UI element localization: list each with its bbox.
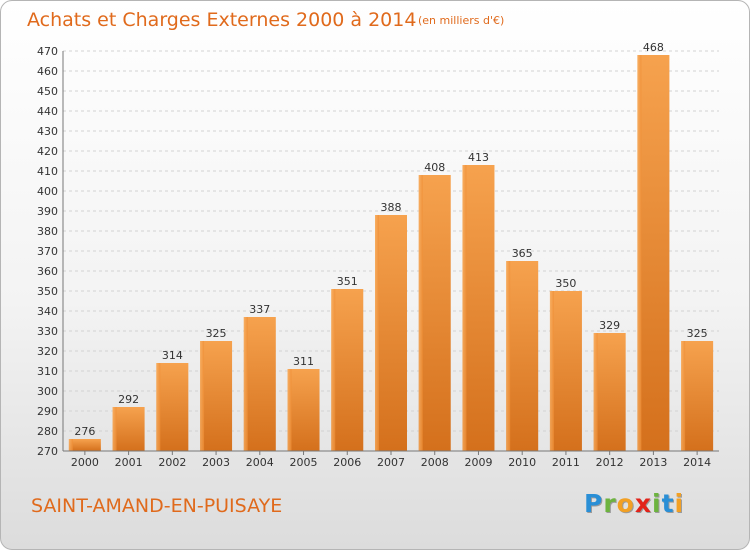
x-tick-label: 2005 bbox=[290, 456, 318, 469]
bar-2008 bbox=[418, 175, 451, 451]
bar-highlight bbox=[287, 369, 292, 451]
logo-letter: o bbox=[616, 489, 635, 518]
x-tick-label: 2004 bbox=[246, 456, 274, 469]
x-tick-label: 2008 bbox=[421, 456, 449, 469]
logo-letter: r bbox=[603, 489, 617, 518]
y-tick-label: 450 bbox=[37, 85, 58, 98]
bar-2011 bbox=[549, 291, 582, 451]
x-tick-label: 2013 bbox=[639, 456, 667, 469]
bar-2007 bbox=[375, 215, 407, 451]
value-label: 329 bbox=[599, 319, 620, 332]
logo-letter: P bbox=[584, 489, 604, 518]
value-label: 311 bbox=[293, 355, 314, 368]
bar-2009 bbox=[462, 165, 495, 451]
x-tick-label: 2002 bbox=[158, 456, 186, 469]
x-tick-label: 2014 bbox=[683, 456, 711, 469]
bar-2000 bbox=[68, 439, 101, 451]
value-label: 350 bbox=[555, 277, 576, 290]
axis-layer: 270 280 290 300 310 320 330 340 350 360 370 380 390 4… bbox=[37, 45, 719, 469]
chart-subtitle: (en milliers d'€) bbox=[418, 14, 505, 27]
x-tick-label: 2001 bbox=[115, 456, 143, 469]
y-tick-label: 290 bbox=[37, 405, 58, 418]
value-label: 337 bbox=[249, 303, 270, 316]
y-tick-label: 300 bbox=[37, 385, 58, 398]
y-tick-label: 330 bbox=[37, 325, 58, 338]
y-tick-label: 380 bbox=[37, 225, 58, 238]
x-tick-label: 2000 bbox=[71, 456, 99, 469]
bar-highlight bbox=[331, 289, 336, 451]
y-tick-label: 370 bbox=[37, 245, 58, 258]
bar-highlight bbox=[549, 291, 554, 451]
y-tick-label: 460 bbox=[37, 65, 58, 78]
bar-2002 bbox=[156, 363, 189, 451]
y-tick-label: 350 bbox=[37, 285, 58, 298]
proxiti-logo: Proxiti bbox=[584, 489, 684, 518]
y-tick-label: 470 bbox=[37, 45, 58, 58]
y-tick-label: 410 bbox=[37, 165, 58, 178]
bar-highlight bbox=[375, 215, 379, 451]
bar-2005 bbox=[287, 369, 320, 451]
value-label: 351 bbox=[337, 275, 358, 288]
bar-2003 bbox=[200, 341, 233, 451]
y-tick-label: 440 bbox=[37, 105, 58, 118]
x-tick-label: 2007 bbox=[377, 456, 405, 469]
x-tick-label: 2003 bbox=[202, 456, 230, 469]
value-label: 365 bbox=[512, 247, 533, 260]
value-label: 413 bbox=[468, 151, 489, 164]
bars-layer: 276 292 314 325 337 311 351 388 408 413 365 350 329 4… bbox=[68, 41, 714, 451]
value-label: 408 bbox=[424, 161, 445, 174]
y-tick-label: 280 bbox=[37, 425, 58, 438]
logo-letter: i bbox=[674, 489, 685, 518]
logo-letter: i bbox=[652, 489, 662, 518]
bar-highlight bbox=[637, 55, 642, 451]
bar-highlight bbox=[593, 333, 598, 451]
bar-2001 bbox=[112, 407, 145, 451]
y-tick-label: 420 bbox=[37, 145, 58, 158]
value-label: 292 bbox=[118, 393, 139, 406]
logo-letter: t bbox=[661, 489, 675, 518]
value-label: 325 bbox=[687, 327, 708, 340]
value-label: 276 bbox=[74, 425, 95, 438]
x-tick-label: 2006 bbox=[333, 456, 361, 469]
bar-2010 bbox=[506, 261, 539, 451]
x-tick-label: 2010 bbox=[508, 456, 536, 469]
y-tick-label: 430 bbox=[37, 125, 58, 138]
bar-2014 bbox=[681, 341, 714, 451]
bar-2013 bbox=[637, 55, 670, 451]
bar-2012 bbox=[593, 333, 626, 451]
bar-2004 bbox=[243, 317, 276, 451]
commune-name: SAINT-AMAND-EN-PUISAYE bbox=[31, 495, 283, 517]
y-tick-label: 320 bbox=[37, 345, 58, 358]
bar-highlight bbox=[68, 439, 73, 451]
y-tick-label: 270 bbox=[37, 445, 58, 458]
bar-highlight bbox=[462, 165, 467, 451]
bar-highlight bbox=[506, 261, 511, 451]
value-label: 468 bbox=[643, 41, 664, 54]
y-tick-label: 310 bbox=[37, 365, 58, 378]
y-tick-label: 340 bbox=[37, 305, 58, 318]
y-tick-label: 390 bbox=[37, 205, 58, 218]
value-label: 314 bbox=[162, 349, 183, 362]
bar-highlight bbox=[243, 317, 248, 451]
y-tick-label: 360 bbox=[37, 265, 58, 278]
x-tick-label: 2011 bbox=[552, 456, 580, 469]
x-tick-label: 2009 bbox=[464, 456, 492, 469]
bar-2006 bbox=[331, 289, 364, 451]
x-tick-label: 2012 bbox=[596, 456, 624, 469]
logo-letter: x bbox=[634, 489, 652, 518]
bar-highlight bbox=[681, 341, 686, 451]
bar-highlight bbox=[200, 341, 205, 451]
bar-highlight bbox=[112, 407, 117, 451]
value-label: 388 bbox=[381, 201, 402, 214]
value-label: 325 bbox=[206, 327, 227, 340]
chart-title: Achats et Charges Externes 2000 à 2014 bbox=[27, 9, 417, 31]
y-tick-label: 400 bbox=[37, 185, 58, 198]
bar-highlight bbox=[156, 363, 161, 451]
bar-highlight bbox=[418, 175, 423, 451]
